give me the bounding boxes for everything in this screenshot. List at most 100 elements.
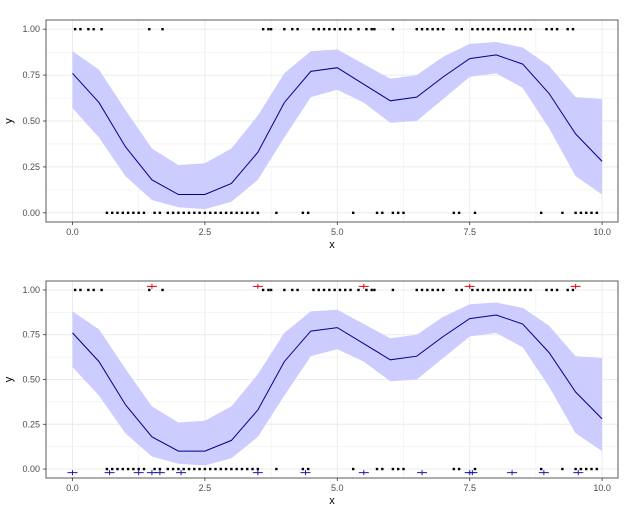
marker-point xyxy=(146,283,157,289)
data-point xyxy=(111,211,114,215)
data-point xyxy=(301,467,305,471)
x-axis-title: x xyxy=(329,495,335,507)
chart-panel-1: 0.0 2.5 5.0 7.5 10.0 0.00 0.25 0.50 0.75 1.00 x y xyxy=(3,19,619,251)
data-point xyxy=(219,211,222,215)
data-point xyxy=(455,288,458,292)
data-point xyxy=(193,211,196,215)
data-point xyxy=(431,27,434,31)
data-point xyxy=(574,211,577,215)
data-point xyxy=(460,27,463,31)
data-point xyxy=(579,467,583,471)
data-point xyxy=(497,27,501,31)
data-point xyxy=(137,467,140,471)
data-point xyxy=(497,288,501,292)
marker-point xyxy=(67,470,78,476)
data-point xyxy=(171,467,175,471)
data-point xyxy=(391,27,395,31)
data-point xyxy=(214,467,217,471)
data-point xyxy=(126,211,130,215)
data-point xyxy=(187,211,191,215)
data-point xyxy=(344,27,347,31)
data-point xyxy=(275,467,278,471)
marker-point xyxy=(252,470,263,476)
data-point xyxy=(87,27,90,31)
data-point xyxy=(251,467,254,471)
data-point xyxy=(275,211,278,215)
data-point xyxy=(132,467,135,471)
confidence-band xyxy=(72,302,603,466)
data-point xyxy=(471,288,474,292)
data-point xyxy=(370,27,373,31)
data-point xyxy=(550,288,553,292)
data-point xyxy=(508,27,511,31)
data-point xyxy=(452,211,456,215)
y-tick-label: 0.25 xyxy=(22,419,40,429)
marker-point xyxy=(176,470,187,476)
data-point xyxy=(508,288,511,292)
data-point xyxy=(73,27,77,31)
data-point xyxy=(561,211,564,215)
data-point xyxy=(426,27,429,31)
data-point xyxy=(328,27,331,31)
data-point xyxy=(561,467,564,471)
x-tick-label: 5.0 xyxy=(331,483,344,493)
data-point xyxy=(420,27,424,31)
data-point xyxy=(473,211,477,215)
data-point xyxy=(79,27,82,31)
y-axis-title: y xyxy=(3,376,15,382)
marker-point xyxy=(538,470,549,476)
data-point xyxy=(338,27,342,31)
data-point xyxy=(333,288,336,292)
data-point xyxy=(476,27,479,31)
data-point xyxy=(79,288,82,292)
data-point xyxy=(203,211,207,215)
data-point xyxy=(161,288,164,292)
data-point xyxy=(166,211,170,215)
data-point xyxy=(177,467,180,471)
data-point xyxy=(306,467,310,471)
data-point xyxy=(487,27,490,31)
data-point xyxy=(595,467,599,471)
data-point xyxy=(283,288,286,292)
data-point xyxy=(132,211,135,215)
data-point xyxy=(121,211,124,215)
data-point xyxy=(457,211,461,215)
data-point xyxy=(296,27,299,31)
data-point xyxy=(351,467,355,471)
data-point xyxy=(291,288,294,292)
data-point xyxy=(246,211,249,215)
x-tick-label: 5.0 xyxy=(331,227,344,237)
data-point xyxy=(116,467,119,471)
data-point xyxy=(455,27,458,31)
data-point xyxy=(513,288,516,292)
data-point xyxy=(545,288,548,292)
data-point xyxy=(261,288,265,292)
data-point xyxy=(126,467,130,471)
data-point xyxy=(153,467,156,471)
data-point xyxy=(121,467,124,471)
data-point xyxy=(442,288,445,292)
data-point xyxy=(312,27,315,31)
data-point xyxy=(574,467,577,471)
data-point xyxy=(502,288,506,292)
chart-panel-2: 0.0 2.5 5.0 7.5 10.0 0.00 0.25 0.50 0.75 1.00 x y xyxy=(3,280,619,507)
data-point xyxy=(240,211,244,215)
data-point xyxy=(137,211,140,215)
data-point xyxy=(230,467,233,471)
data-point xyxy=(473,467,477,471)
fit-line xyxy=(72,54,603,195)
data-point xyxy=(402,467,405,471)
data-point xyxy=(590,211,593,215)
data-point xyxy=(431,288,434,292)
data-point xyxy=(415,288,418,292)
data-point xyxy=(296,288,299,292)
marker-point xyxy=(300,470,311,476)
data-point xyxy=(529,27,532,31)
data-point xyxy=(87,288,90,292)
data-point xyxy=(193,467,196,471)
marker-point xyxy=(104,470,115,476)
data-point xyxy=(487,288,490,292)
x-tick-label: 7.5 xyxy=(463,227,476,237)
data-point xyxy=(161,27,164,31)
marker-point xyxy=(417,470,428,476)
